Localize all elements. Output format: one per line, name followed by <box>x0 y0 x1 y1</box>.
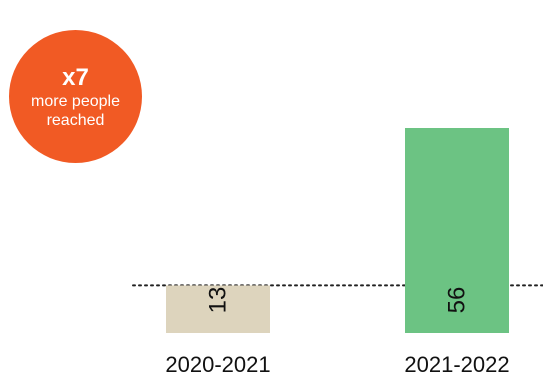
bar-2020-2021 <box>166 285 270 333</box>
badge-multiplier: x7 <box>62 63 89 91</box>
value-label-2020-2021: 13 <box>205 287 232 314</box>
category-label-2020-2021: 2020-2021 <box>165 352 270 377</box>
badge-caption: more people reached <box>31 92 120 129</box>
category-label-2021-2022: 2021-2022 <box>404 352 509 377</box>
bar-2021-2022 <box>405 128 509 333</box>
value-label-2021-2022: 56 <box>444 287 471 314</box>
growth-badge: x7 more people reached <box>9 30 142 163</box>
